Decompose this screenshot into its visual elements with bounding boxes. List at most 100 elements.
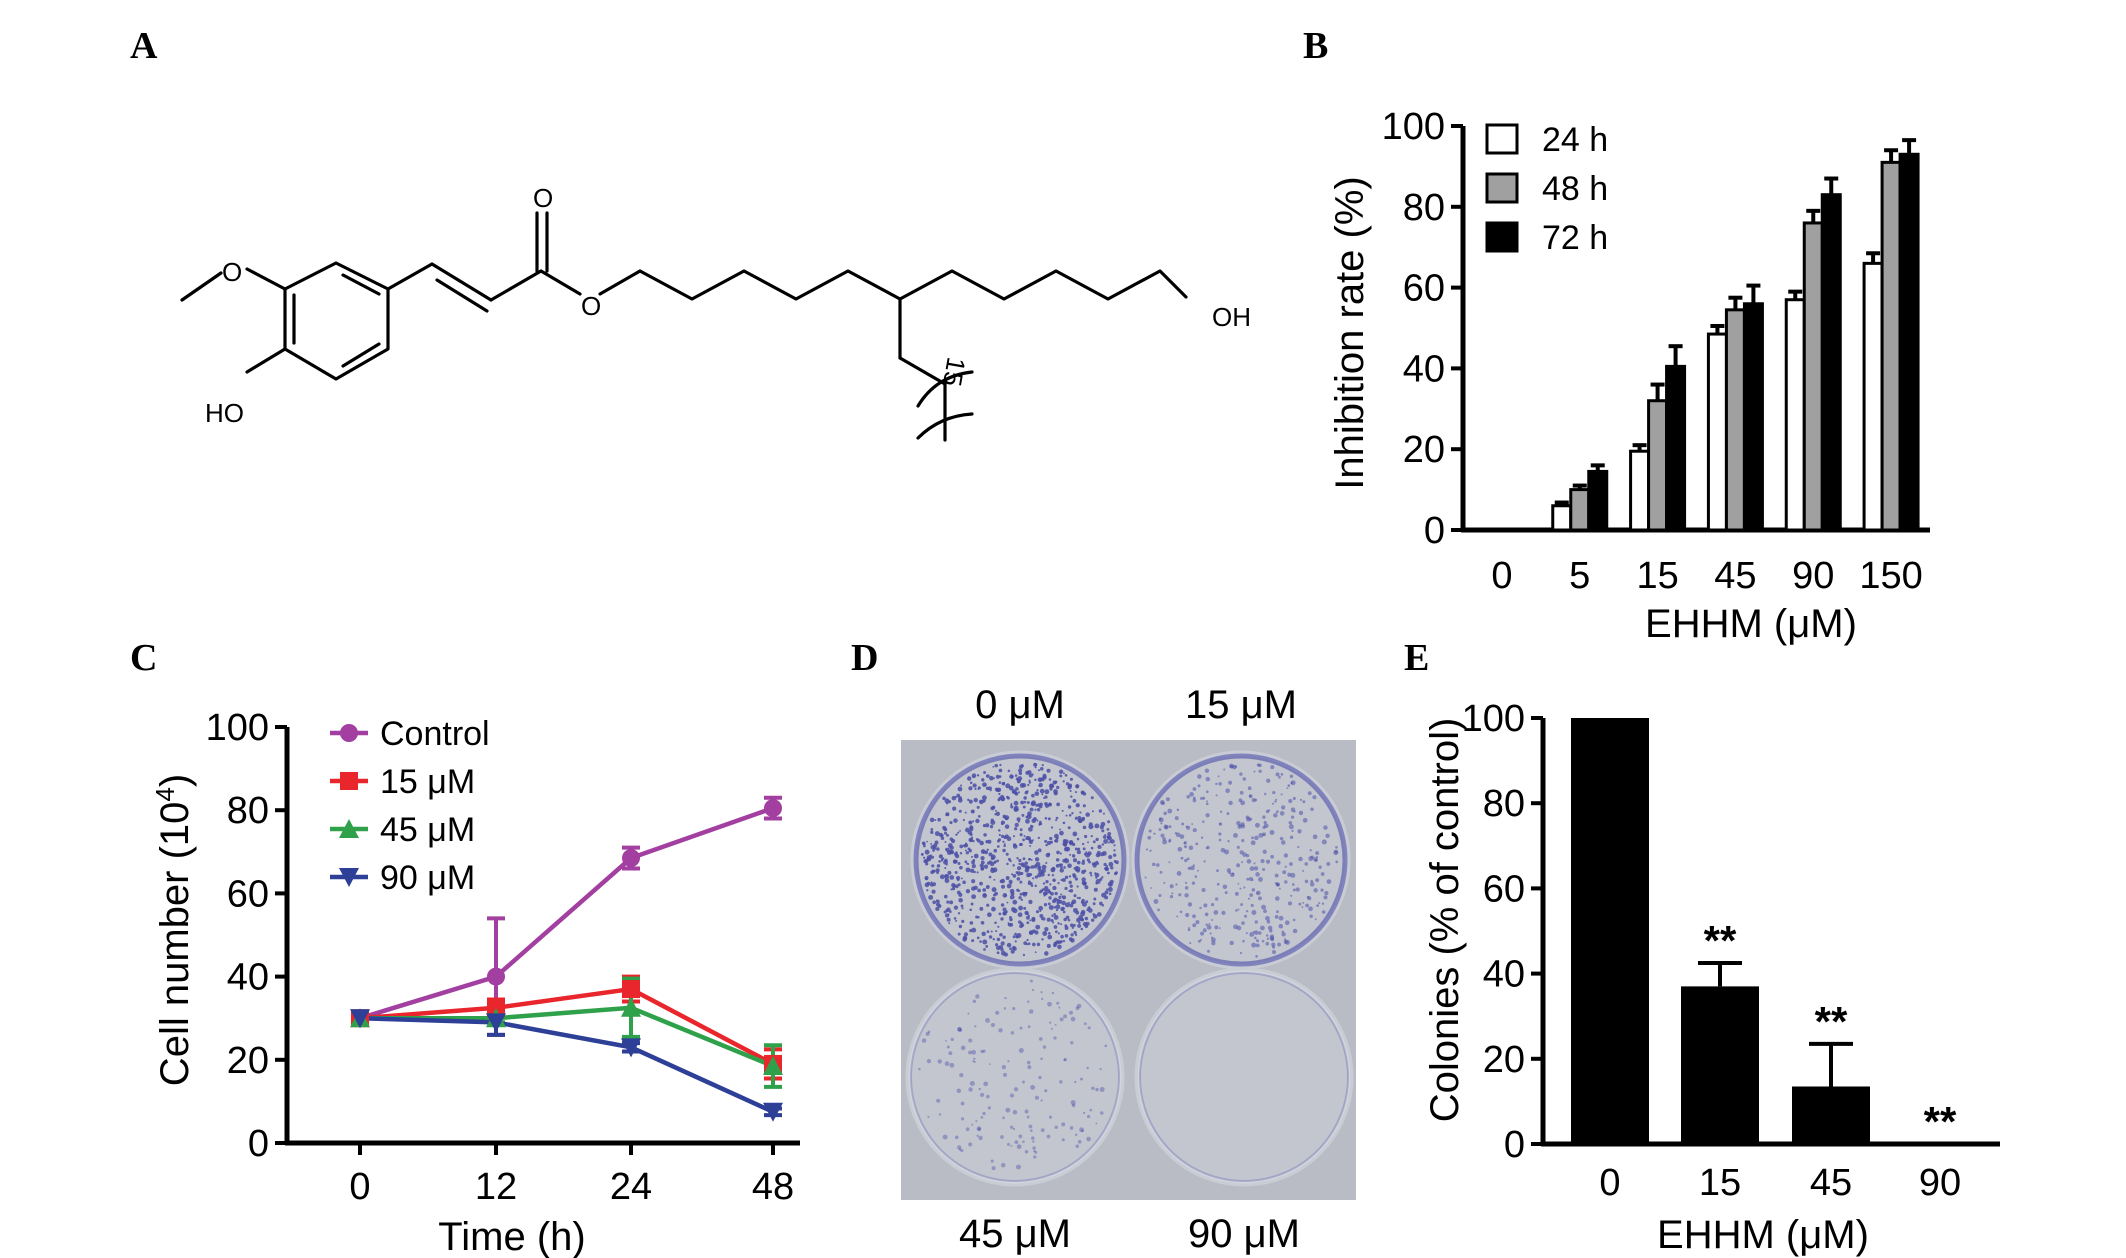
colony: [997, 925, 1000, 928]
colony: [979, 863, 984, 868]
colony: [949, 900, 954, 905]
colony: [1218, 782, 1222, 786]
colony: [1076, 860, 1081, 865]
colony: [944, 841, 947, 843]
colony: [1024, 1149, 1029, 1154]
colony: [1070, 1100, 1076, 1106]
colony: [1009, 922, 1014, 927]
colony: [971, 927, 977, 933]
colony: [1093, 861, 1098, 866]
colony: [1057, 932, 1060, 935]
colony: [972, 783, 977, 788]
colony: [1223, 768, 1226, 771]
colony: [1026, 938, 1029, 942]
colony: [1321, 902, 1325, 905]
colony: [1015, 787, 1019, 791]
colony: [1041, 997, 1044, 1001]
colony: [1179, 910, 1183, 914]
colony: [1095, 837, 1099, 842]
colony: [931, 864, 935, 868]
colony: [1248, 794, 1252, 798]
colony: [1012, 1127, 1016, 1131]
colony: [938, 1113, 942, 1116]
colony: [1039, 767, 1044, 771]
colony: [972, 1060, 975, 1063]
colony: [999, 763, 1002, 767]
colony: [1089, 1108, 1093, 1112]
chart-b-bar: [1820, 193, 1842, 532]
colony: [1305, 903, 1309, 908]
colony: [1075, 1144, 1080, 1148]
colony: [971, 879, 976, 884]
colony: [1020, 800, 1025, 805]
colony: [1053, 925, 1058, 929]
colony: [976, 1126, 982, 1131]
colony: [1021, 863, 1024, 866]
colony: [1104, 866, 1110, 872]
colony: [1316, 904, 1319, 908]
colony: [1270, 765, 1275, 770]
colony: [1049, 883, 1052, 886]
colony: [1018, 1047, 1024, 1053]
colony: [1314, 918, 1317, 921]
colony: [1261, 904, 1267, 910]
colony: [1284, 865, 1287, 868]
colony: [936, 864, 941, 868]
colony: [932, 900, 937, 905]
chart-b-y-tick-label: 60: [1403, 268, 1445, 310]
chart-c-legend-label: 45 μM: [380, 811, 475, 849]
panel-letter-b: B: [1303, 25, 1328, 67]
colony: [1214, 897, 1219, 901]
colony: [1041, 868, 1046, 874]
colony: [1000, 917, 1004, 921]
colony: [970, 836, 974, 839]
chart-b-y-tick-label: 80: [1403, 187, 1445, 229]
colony: [1014, 774, 1018, 777]
colony: [1206, 845, 1210, 850]
colony: [1271, 950, 1277, 955]
colony: [946, 907, 951, 912]
colony: [1274, 800, 1277, 803]
colony: [1025, 818, 1030, 824]
colony: [964, 811, 967, 814]
plate-label-0: 0 μM: [975, 683, 1065, 727]
colony: [970, 855, 973, 858]
colony: [1213, 910, 1219, 915]
colony: [983, 833, 987, 837]
colony: [1034, 930, 1039, 935]
colony: [1034, 1095, 1040, 1100]
colony: [947, 870, 952, 875]
colony: [1043, 902, 1048, 907]
colony: [1218, 927, 1221, 930]
colony: [1058, 1006, 1061, 1009]
chart-c-y-tick-label: 80: [227, 790, 269, 832]
colony: [943, 894, 948, 899]
colony: [1091, 862, 1095, 866]
colony: [921, 841, 926, 845]
colony: [1229, 764, 1234, 769]
colony: [1312, 795, 1317, 800]
colony: [1174, 816, 1179, 821]
colony: [1060, 907, 1065, 912]
colony: [937, 1059, 942, 1064]
colony: [1163, 811, 1167, 816]
colony: [1275, 810, 1279, 814]
colony: [1080, 918, 1083, 921]
colony: [1012, 908, 1018, 914]
colony: [1004, 824, 1010, 829]
colony: [1242, 777, 1247, 781]
colony: [1029, 845, 1032, 847]
colony: [1218, 822, 1221, 825]
colony: [993, 848, 998, 853]
colony: [1020, 921, 1023, 925]
colony: [1061, 1122, 1066, 1127]
colony: [1050, 826, 1054, 829]
colony: [1055, 904, 1061, 910]
colony: [1074, 847, 1078, 851]
colony: [945, 813, 949, 817]
colony: [1033, 864, 1038, 869]
colony: [957, 831, 960, 834]
colony: [1272, 791, 1276, 795]
colony: [1061, 878, 1066, 882]
colony: [1265, 809, 1270, 814]
